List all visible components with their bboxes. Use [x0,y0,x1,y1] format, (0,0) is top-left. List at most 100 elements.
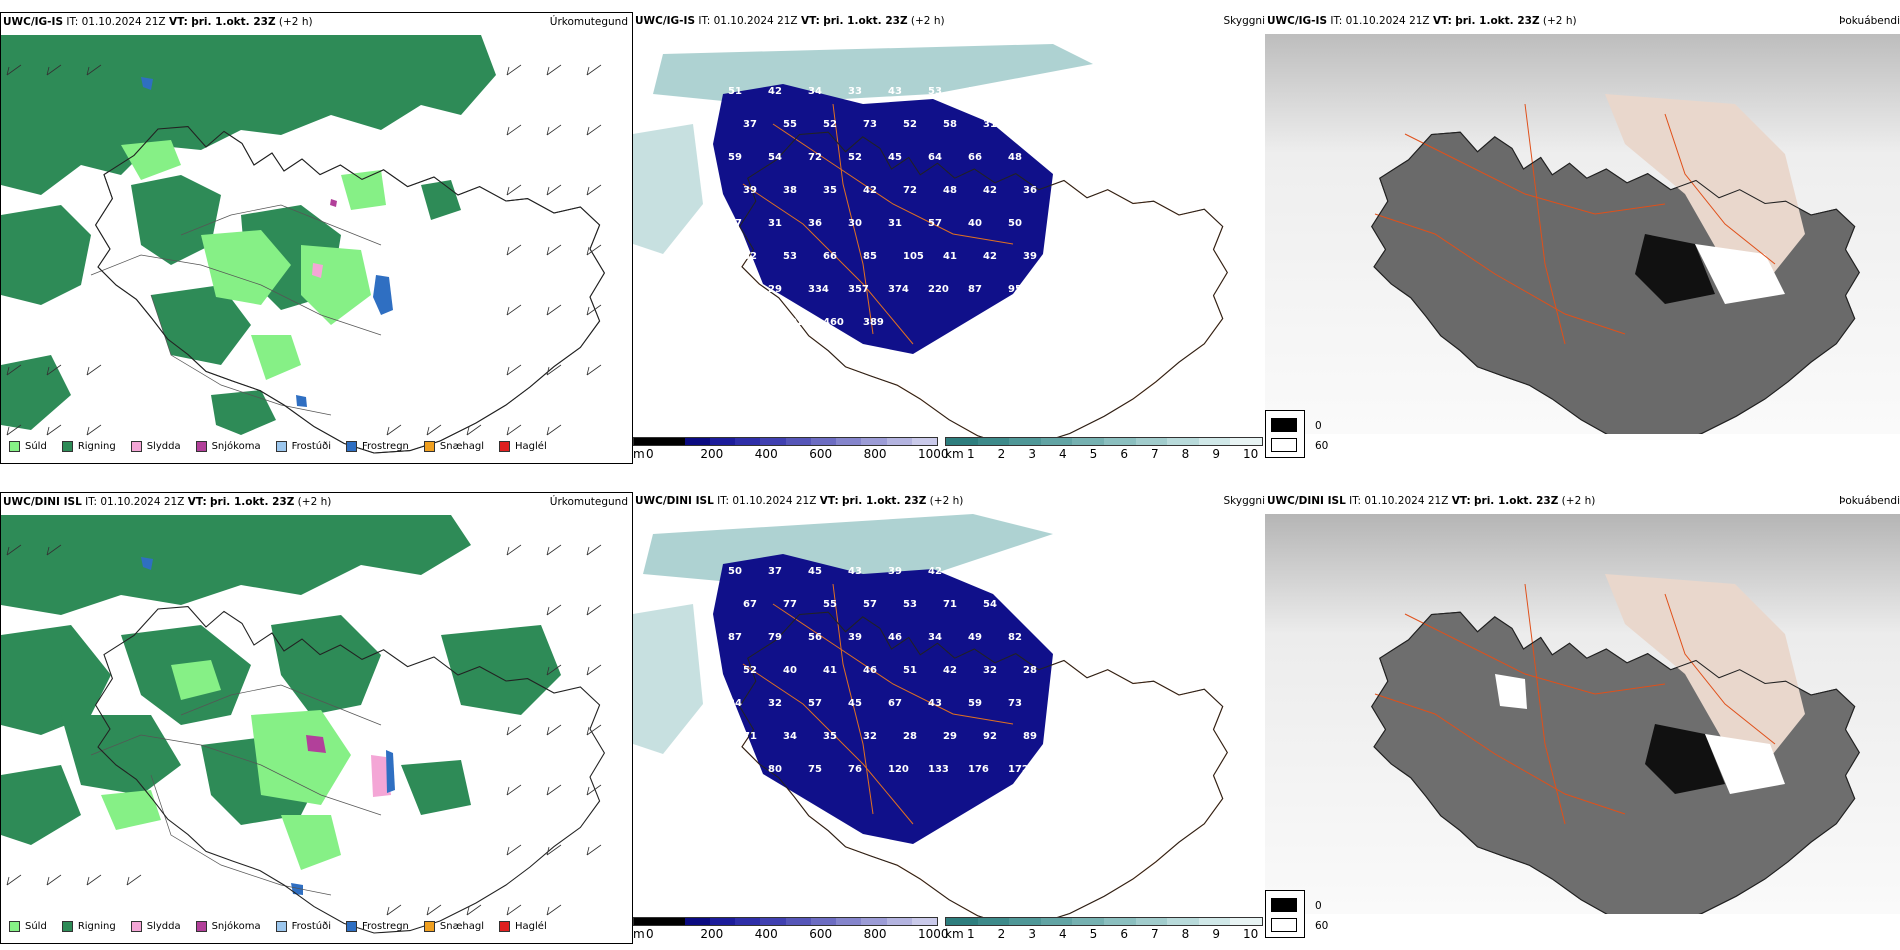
cloud-base-value: 75 [808,764,822,775]
legend-item: Snjókoma [195,441,261,452]
legend-swatch [9,441,20,452]
colorbar-tick-label: 9 [1212,447,1220,461]
cloud-base-value: 42 [928,566,942,577]
precip-legend: Súld Rigning Slydda Snjókoma Frostúði Frostre… [9,921,547,932]
cloud-base-value: 57 [863,599,877,610]
colorbar-tick-label: 9 [1212,927,1220,941]
precip-type-panel-ig: UWC/IG-IS IT: 01.10.2024 21Z VT: þri. 1.… [0,12,633,464]
legend-swatch [346,921,357,932]
panel-title: UWC/IG-IS IT: 01.10.2024 21Z VT: þri. 1.… [1267,15,1577,27]
colorbar-segment [1230,438,1262,445]
cloud-base-value: 43 [928,698,942,709]
colorbar-tick-label: 8 [1181,927,1190,941]
panel-name: Úrkomutegund [549,16,628,28]
cloud-base-value: 77 [783,599,797,610]
legend-label: Rigning [77,441,116,452]
colorbar-tick-label: 0 [646,927,654,941]
colorbar-tick-label: 3 [1028,447,1036,461]
legend-label: Rigning [77,921,116,932]
cloud-base-value: 89 [1023,731,1037,742]
cloud-base-value: 54 [983,599,997,610]
colorbar-segment [1198,438,1231,445]
colorbar-segment [911,438,937,445]
fog-map [1265,34,1900,434]
cloud-base-value: 66 [968,152,982,163]
panel-name: Skyggni [1223,15,1266,27]
colorbar-tick-label: 400 [754,927,778,941]
cloud-base-value: 52 [903,119,917,130]
colorbar-tick-label: 7 [1151,447,1159,461]
fog-map [1265,514,1900,914]
legend-swatch [275,441,287,452]
cloud-base-value: 52 [743,251,757,262]
fog-key-swatch-0 [1271,898,1297,912]
colorbar-segment [1072,438,1104,445]
cloud-base-value: 55 [783,119,797,130]
cloud-base-value: 50 [1008,218,1022,229]
cloud-base-value: 73 [863,119,877,130]
cloud-base-value: 53 [783,251,797,262]
cloud-base-value: 39 [888,566,902,577]
panel-name: Skyggni [1223,495,1266,507]
colorbar-segment [836,918,862,925]
cloud-base-value: 40 [783,665,797,676]
cloud-base-value: 55 [823,599,837,610]
cloud-base-value: 56 [808,632,822,643]
cloud-base-value: 80 [728,764,742,775]
cloud-base-value: 59 [968,698,982,709]
fog-key-label-60: 60 [1315,920,1329,932]
legend-swatch [61,441,73,452]
legend-label: Slydda [146,921,181,932]
colorbar-tick-label: 0 [646,447,654,461]
cloud-base-value: 31 [888,218,902,229]
cloud-base-value: 52 [848,152,862,163]
legend-swatch [423,921,435,932]
cloud-base-value: 35 [728,284,742,295]
cloud-base-value: 73 [1008,698,1022,709]
colorbar-segment [1167,438,1199,445]
panel-name: Þokuábendi [1839,15,1900,27]
cloud-base-value: 52 [1008,86,1022,97]
colorbar-tick-label: 4 [1059,447,1067,461]
cloud-base-value: 34 [808,86,822,97]
cloud-base-value: 39 [743,185,757,196]
colorbar-segment [977,918,1010,925]
legend-label: Frostregn [362,441,409,452]
colorbar-tick-label: 200 [700,927,724,941]
cloud-base-value: 389 [863,317,884,328]
cloud-base-value: 46 [863,665,877,676]
legend-item: Snæhagl [423,441,484,452]
panel-title: UWC/DINI ISL IT: 01.10.2024 21Z VT: þri.… [3,496,332,508]
cloud-base-value: 52 [1023,599,1037,610]
colorbar-segment [760,438,786,445]
cloud-base-value: 220 [928,284,949,295]
cloud-base-value: 40 [968,218,982,229]
cloud-base-value: 35 [823,185,837,196]
colorbar-segment [1040,918,1073,925]
cloud-visibility-panel-dini: UWC/DINI ISL IT: 01.10.2024 21Z VT: þri.… [633,492,1265,944]
cloud-base-value: 45 [888,152,902,163]
cloud-base-value: 53 [903,599,917,610]
cloud-base-value: 76 [848,764,862,775]
cloud-base-value: 33 [848,86,862,97]
legend-item: Rigning [61,921,116,932]
cloud-base-value: 57 [808,698,822,709]
cloud-base-value: 37 [768,566,782,577]
panel-title: UWC/DINI ISL IT: 01.10.2024 21Z VT: þri.… [635,495,964,507]
colorbar-segment [861,918,887,925]
cloud-base-value: 42 [943,665,957,676]
cloud-base-value: 32 [983,665,997,676]
colorbar-segment [1072,918,1104,925]
colorbar-segment [659,918,685,925]
cloud-base-value: 60 [1008,566,1022,577]
cloud-base-map: 51 42 34 33 43 53 51 52 37 55 52 73 52 58 31 46 59 54 72 52… [633,34,1265,439]
colorbar-segment [911,918,937,925]
fog-key-swatch-60 [1271,918,1297,932]
cloud-base-value: 45 [848,698,862,709]
legend-label: Snjókoma [211,441,261,452]
cloud-base-value: 31 [983,119,997,130]
fog-key-swatch-60 [1271,438,1297,452]
cloud-base-value: 37 [728,218,742,229]
colorbar-segment [1135,438,1168,445]
legend-item: Frostúði [275,441,331,452]
